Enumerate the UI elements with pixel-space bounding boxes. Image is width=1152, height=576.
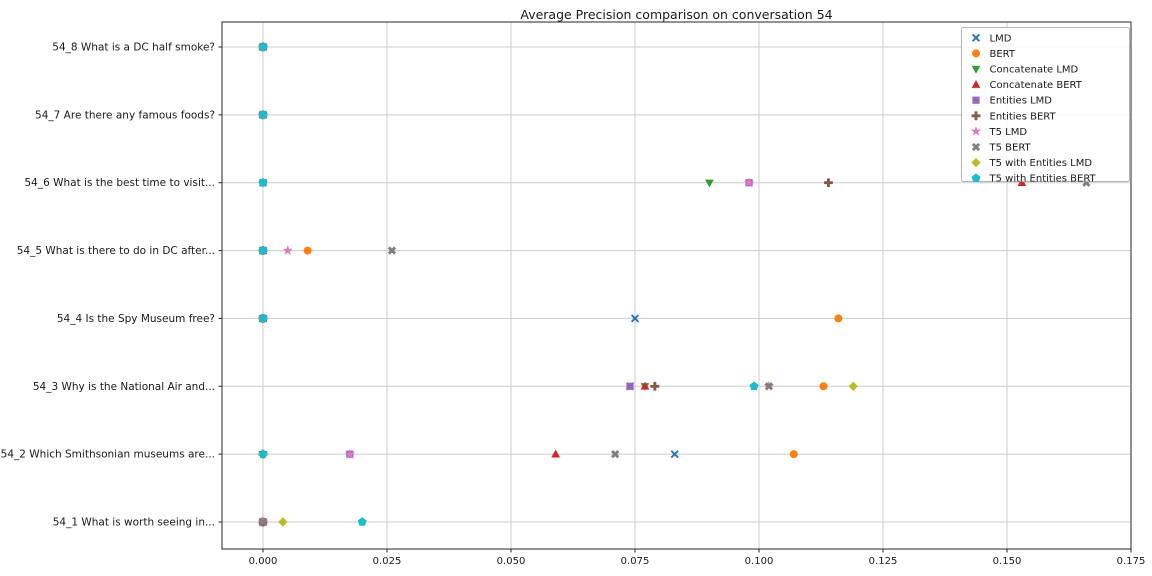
data-point [626,382,634,390]
x-tick-label: 0.175 [1117,556,1146,567]
data-point [971,80,981,88]
data-point [387,246,397,255]
data-point [258,517,268,527]
legend-item-label: T5 with Entities BERT [989,174,1097,185]
y-category-label: 54_3 Why is the National Air and... [33,381,215,393]
data-point [971,142,981,152]
legend-item-label: Concatenate LMD [990,65,1079,76]
legend-item-label: T5 LMD [989,127,1028,138]
x-tick-label: 0.150 [993,556,1022,567]
legend-item-label: BERT [990,49,1016,60]
data-point [303,246,312,255]
legend-item-label: T5 BERT [989,143,1032,154]
data-point [834,314,843,323]
legend-item-label: T5 with Entities LMD [989,158,1093,169]
data-point [551,449,561,458]
data-point [971,33,981,42]
x-tick-label: 0.025 [373,556,402,567]
data-point [282,245,293,255]
data-point [258,449,268,458]
y-category-label: 54_1 What is worth seeing in... [53,517,215,529]
axis-spine [221,21,1132,550]
data-point [258,313,268,323]
data-point [972,49,980,58]
data-point [258,178,268,187]
x-tick-label: 0.075 [621,556,650,567]
legend-item-label: Entities LMD [990,96,1053,107]
data-point [258,42,268,51]
x-tick-label: 0.050 [497,556,526,567]
y-category-label: 54_2 Which Smithsonian museums are... [1,449,215,461]
x-tick-label: 0.125 [869,556,898,567]
data-point [630,314,640,323]
legend-item-label: Concatenate BERT [990,80,1083,91]
y-category-label: 54_8 What is a DC half smoke? [52,42,215,54]
data-point [824,178,833,188]
data-point [764,382,774,391]
y-category-label: 54_7 Are there any famous foods? [35,109,215,121]
data-point [1017,178,1027,187]
legend-item-label: Entities BERT [990,111,1057,122]
data-point [705,179,714,188]
data-point [970,126,982,136]
x-tick-label: 0.000 [249,556,278,567]
data-point [749,381,759,391]
data-point [670,450,679,459]
data-point [819,382,828,391]
x-tick-label: 0.100 [745,556,774,567]
data-point [344,448,355,459]
data-point [848,381,858,391]
data-point [611,450,620,459]
data-point [971,65,981,74]
data-point [743,177,755,188]
legend-box [961,27,1130,182]
y-category-label: 54_4 Is the Spy Museum free? [57,313,215,325]
data-point [640,381,650,390]
chart-title: Average Precision comparison on conversa… [520,7,833,22]
data-point [357,517,367,526]
data-point [789,450,798,459]
data-point [972,96,980,104]
data-point [278,517,288,527]
data-point [971,173,981,182]
y-category-label: 54_6 What is the best time to visit... [25,177,216,189]
data-point [971,157,981,168]
legend-item-label: LMD [990,33,1012,44]
data-point [971,111,981,121]
data-point [258,110,268,119]
y-category-label: 54_5 What is there to do in DC after... [17,245,215,257]
data-point [650,381,660,391]
data-point [258,245,268,255]
